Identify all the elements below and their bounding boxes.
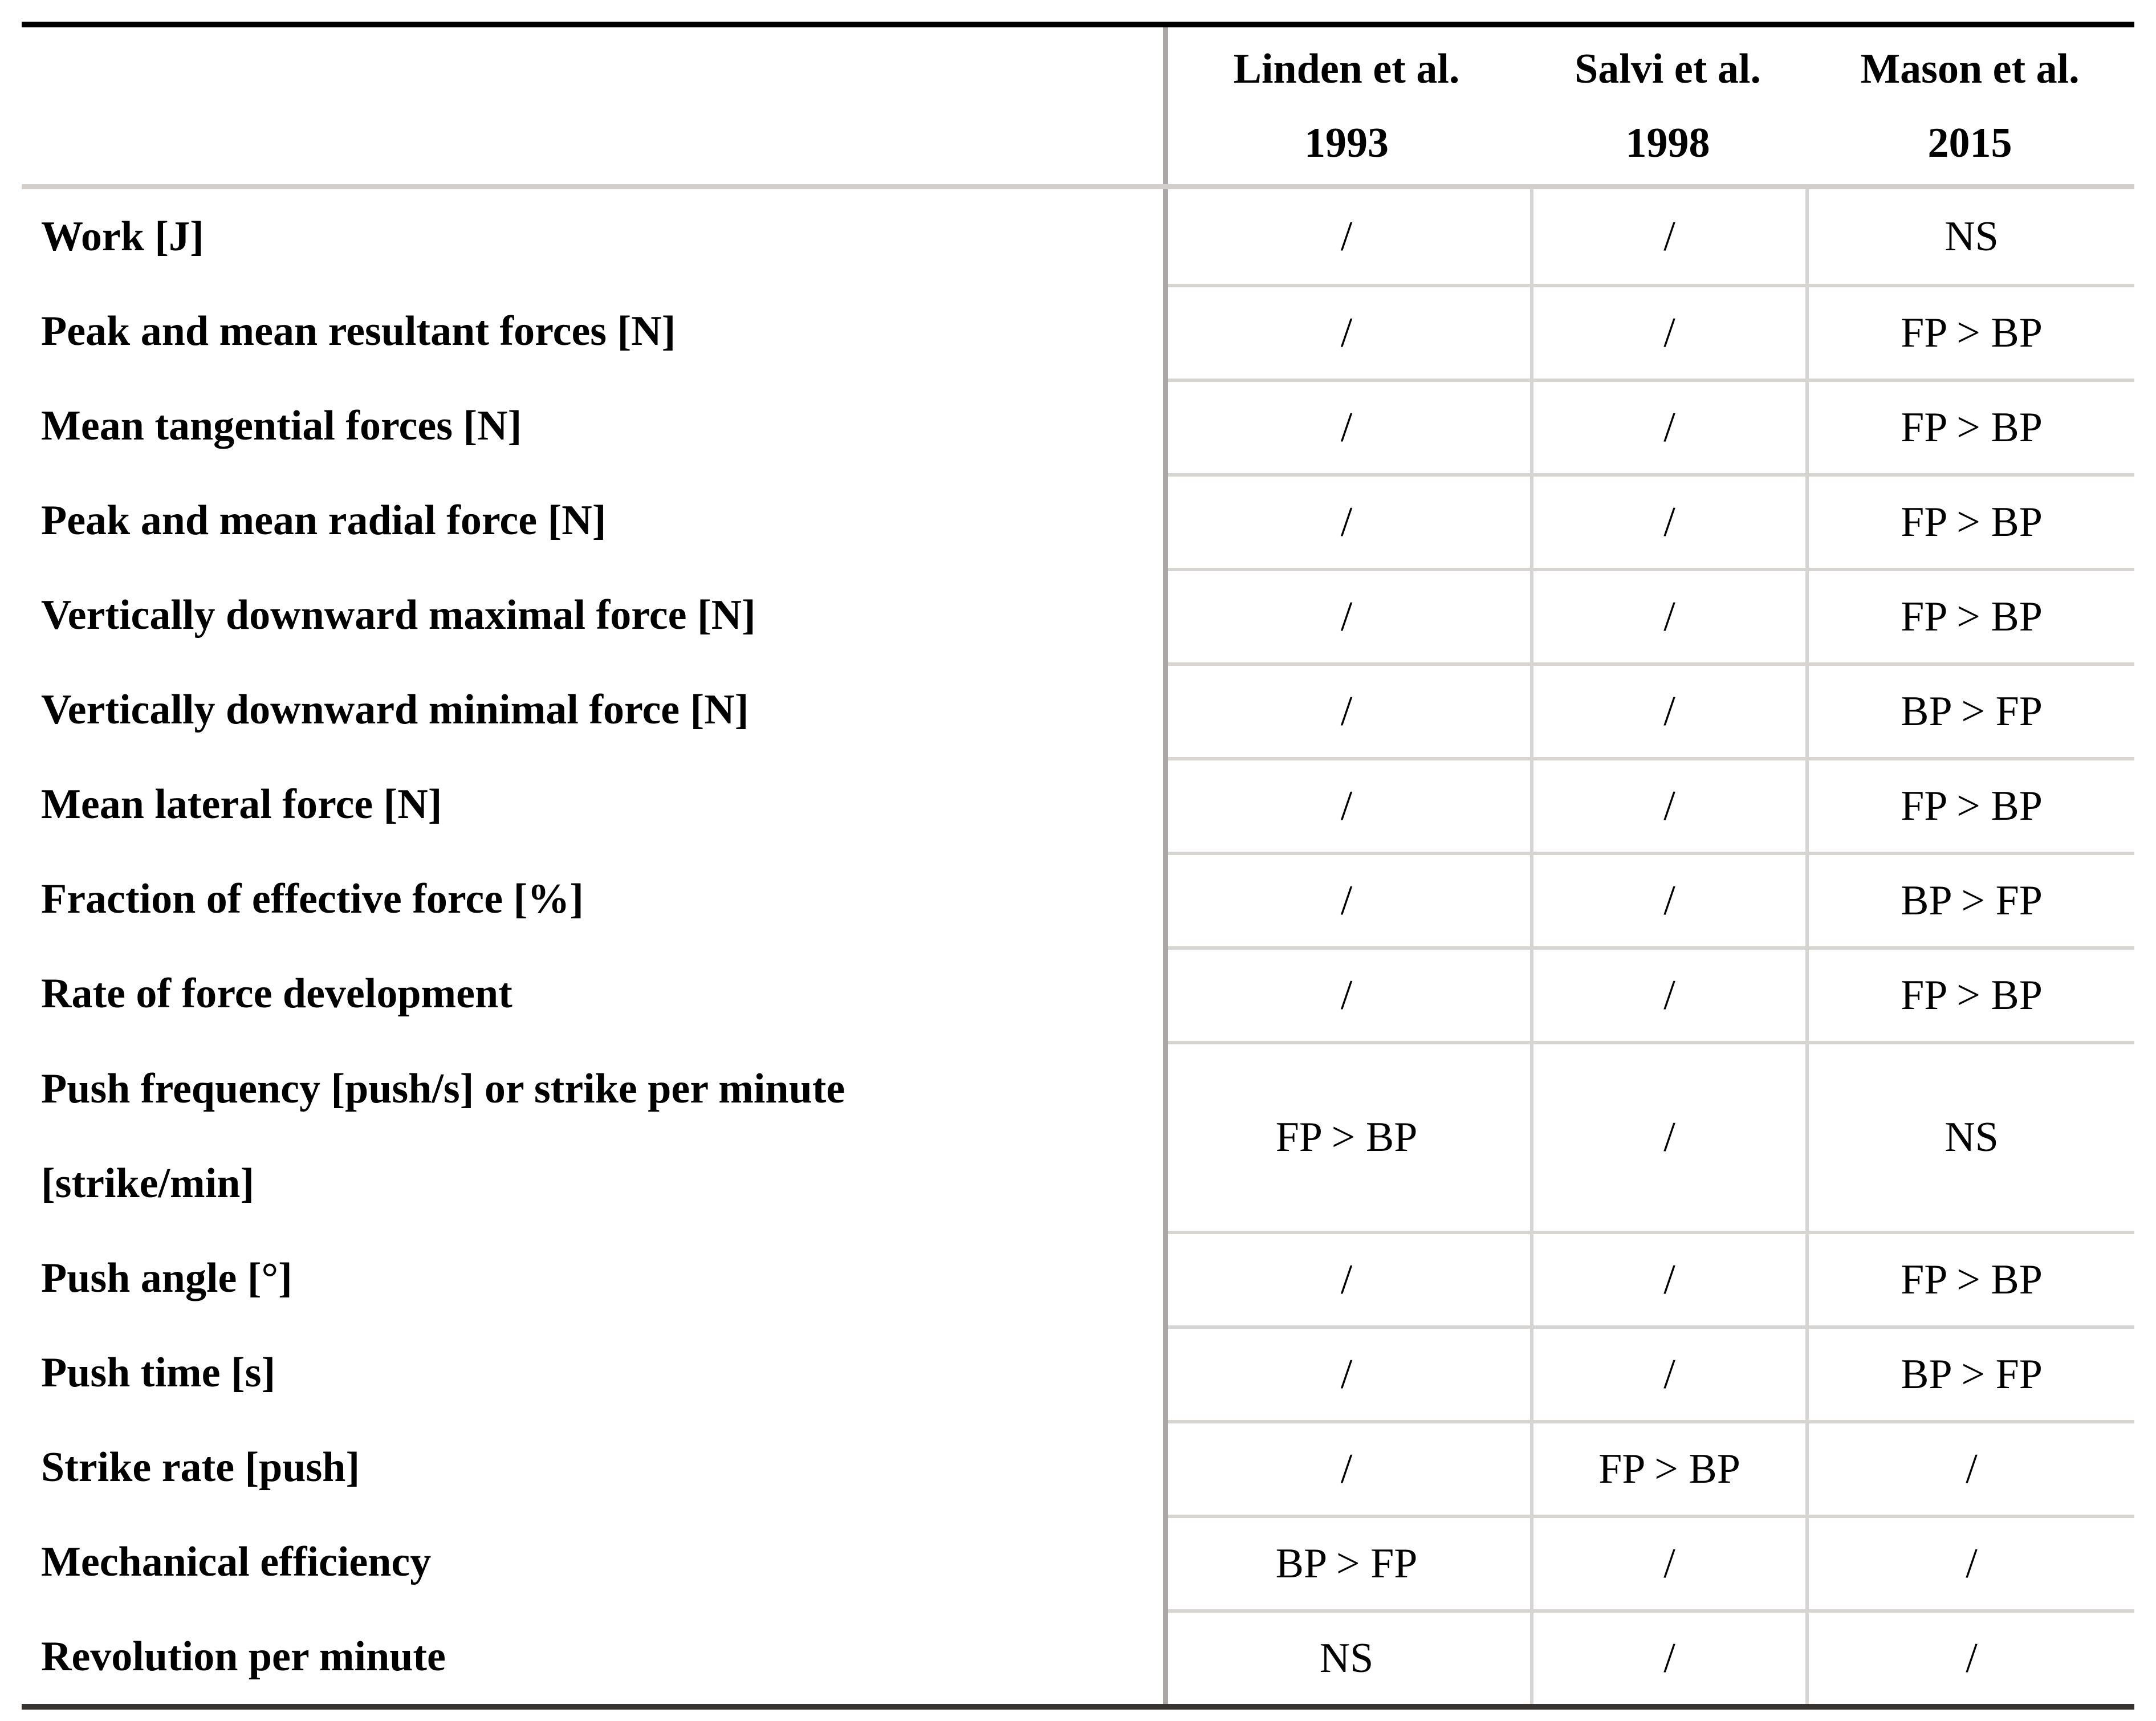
data-cell-salvi: / (1530, 473, 1805, 568)
column-header-name: Mason et al. (1860, 45, 2080, 92)
data-cell-linden: / (1163, 1420, 1530, 1515)
row-label: Mean tangential forces [N] (22, 379, 1163, 473)
data-cell-mason: FP > BP (1805, 946, 2134, 1041)
row-label-line1: Push time [s] (41, 1349, 276, 1396)
row-label-line1: Mean lateral force [N] (41, 781, 442, 828)
row-label: Revolution per minute (22, 1609, 1163, 1704)
data-cell-mason: FP > BP (1805, 1231, 2134, 1325)
column-header-linden: Linden et al. 1993 (1163, 27, 1530, 184)
row-label: Peak and mean radial force [N] (22, 473, 1163, 568)
row-label: Vertically downward minimal force [N] (22, 662, 1163, 757)
data-cell-linden: / (1163, 1325, 1530, 1420)
row-label: Push angle [°] (22, 1231, 1163, 1325)
row-label-line1: Vertically downward maximal force [N] (41, 592, 756, 638)
table-grid: Linden et al. 1993 Salvi et al. 1998 Mas… (22, 27, 2134, 1704)
data-cell-linden: / (1163, 946, 1530, 1041)
row-label-line1: Mean tangential forces [N] (41, 402, 522, 449)
table-top-border (22, 22, 2134, 27)
row-label: Peak and mean resultant forces [N] (22, 284, 1163, 379)
row-label: Mean lateral force [N] (22, 757, 1163, 852)
data-cell-linden: / (1340, 213, 1353, 260)
data-cell-mason: FP > BP (1805, 284, 2134, 379)
column-header-year: 2015 (1927, 119, 2012, 166)
data-cell-mason: BP > FP (1805, 1325, 2134, 1420)
data-cell-linden: BP > FP (1163, 1515, 1530, 1609)
table-bottom-border (22, 1704, 2134, 1710)
row-label-line1: Push angle [°] (41, 1255, 292, 1301)
row-label: Strike rate [push] (22, 1420, 1163, 1515)
data-cell-linden: NS (1163, 1609, 1530, 1704)
column-header-salvi: Salvi et al. 1998 (1530, 27, 1805, 184)
data-cell-linden: / (1163, 568, 1530, 662)
data-cell-mason: FP > BP (1805, 568, 2134, 662)
column-header-year: 1993 (1304, 119, 1389, 166)
column-header-year: 1998 (1625, 119, 1710, 166)
row-label-line1: Push frequency [push/s] or strike per mi… (41, 1065, 845, 1112)
row-label: Mechanical efficiency (22, 1515, 1163, 1609)
data-cell-mason: / (1805, 1420, 2134, 1515)
row-label-line2: [strike/min] (41, 1159, 255, 1207)
data-cell-mason: / (1805, 1515, 2134, 1609)
data-cell-salvi: / (1530, 946, 1805, 1041)
data-cell-mason: NS (1805, 189, 2134, 284)
column-header-name: Salvi et al. (1575, 45, 1761, 92)
data-cell-linden: / (1163, 284, 1530, 379)
row-label-line1: Peak and mean radial force [N] (41, 497, 607, 544)
data-cell-mason: NS (1805, 1041, 2134, 1231)
data-cell-mason: BP > FP (1805, 662, 2134, 757)
data-cell-salvi: / (1530, 757, 1805, 852)
row-label-line1: Revolution per minute (41, 1633, 446, 1680)
data-cell-salvi: / (1530, 852, 1805, 946)
data-cell-mason: FP > BP (1805, 757, 2134, 852)
column-divider-line (1163, 27, 1168, 1704)
row-label-line1: Strike rate [push] (41, 1444, 360, 1491)
data-cell-linden: / (1163, 1231, 1530, 1325)
row-label: Vertically downward maximal force [N] (22, 568, 1163, 662)
data-cell-linden: FP > BP (1163, 1041, 1530, 1231)
row-label-line1: Fraction of effective force [%] (41, 876, 584, 922)
row-label: Fraction of effective force [%] (22, 852, 1163, 946)
data-cell-salvi: / (1530, 1515, 1805, 1609)
row-label-line1: Vertically downward minimal force [N] (41, 686, 749, 733)
header-empty-cell (22, 27, 1163, 184)
data-cell-salvi: / (1530, 1609, 1805, 1704)
data-cell-linden: / (1163, 379, 1530, 473)
row-label: Push time [s] (22, 1325, 1163, 1420)
data-cell-salvi: / (1530, 1325, 1805, 1420)
row-label: Work [J] (22, 189, 1163, 284)
row-label: Push frequency [push/s] or strike per mi… (22, 1041, 1163, 1231)
comparison-table: Linden et al. 1993 Salvi et al. 1998 Mas… (22, 22, 2134, 1710)
data-cell-salvi: / (1530, 379, 1805, 473)
header-separator-line (22, 184, 2134, 189)
data-cell-salvi: / (1530, 662, 1805, 757)
row-label-line1: Rate of force development (41, 970, 512, 1017)
data-cell-linden: / (1163, 757, 1530, 852)
data-cell-salvi: / (1530, 1041, 1805, 1231)
data-cell-salvi: / (1530, 1231, 1805, 1325)
data-cell-linden: / (1163, 473, 1530, 568)
data-cell-mason: / (1805, 1609, 2134, 1704)
row-label: Rate of force development (22, 946, 1163, 1041)
data-cell-linden: / (1163, 662, 1530, 757)
data-cell-salvi: / (1530, 568, 1805, 662)
column-header-mason: Mason et al. 2015 (1805, 27, 2134, 184)
column-header-name: Linden et al. (1233, 45, 1460, 92)
data-cell-salvi: / (1530, 189, 1805, 284)
row-label-line1: Mechanical efficiency (41, 1539, 432, 1585)
data-cell-salvi: FP > BP (1530, 1420, 1805, 1515)
row-label-line1: Work [J] (41, 213, 204, 260)
data-cell-mason: BP > FP (1805, 852, 2134, 946)
data-cell-mason: FP > BP (1805, 473, 2134, 568)
data-cell-salvi: / (1530, 284, 1805, 379)
row-label-line1: Peak and mean resultant forces [N] (41, 308, 676, 355)
data-cell-linden: / (1163, 852, 1530, 946)
data-cell-mason: FP > BP (1805, 379, 2134, 473)
